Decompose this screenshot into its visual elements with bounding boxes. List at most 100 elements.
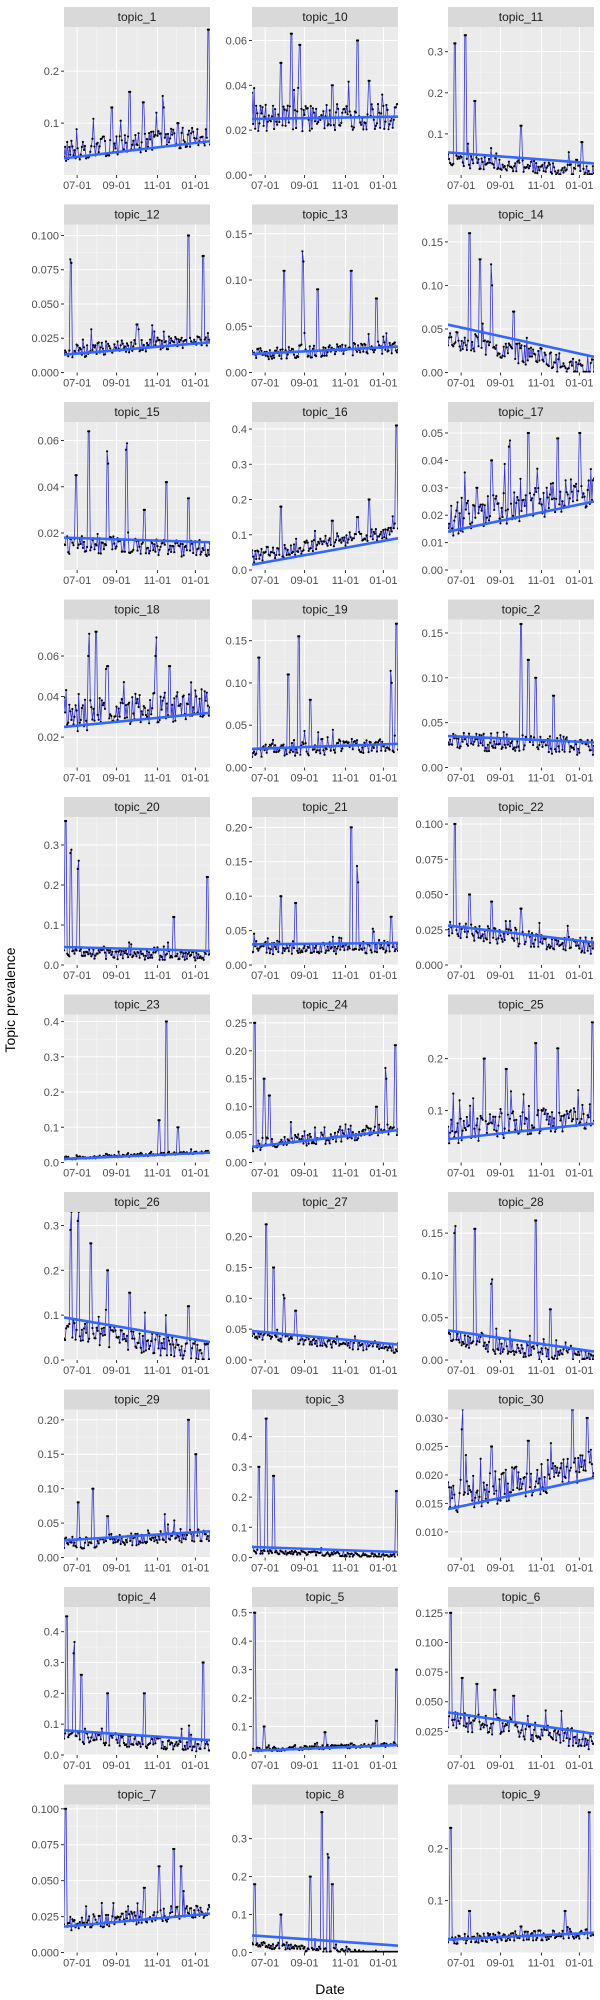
data-point [269, 948, 272, 951]
data-point [89, 952, 92, 955]
x-tick-label: 07-01 [63, 773, 91, 785]
y-tick-label: 0.00 [226, 368, 247, 380]
data-point [556, 370, 559, 373]
data-point [71, 145, 74, 148]
data-point [590, 1354, 594, 1357]
data-point [354, 947, 358, 951]
data-point [182, 554, 185, 557]
data-point [309, 698, 312, 701]
data-point [525, 1117, 528, 1120]
data-point [564, 1341, 567, 1344]
data-point [545, 166, 548, 169]
data-point [114, 715, 117, 718]
data-point [260, 945, 263, 948]
data-point [310, 951, 313, 954]
facet-title: topic_5 [306, 1590, 345, 1604]
data-point [508, 1716, 512, 1719]
data-point [122, 681, 125, 684]
data-point [137, 132, 140, 135]
data-point [493, 508, 496, 511]
facet-strip [252, 7, 398, 27]
data-point [587, 1450, 590, 1453]
data-point [341, 111, 344, 114]
data-point [469, 522, 472, 525]
facet-title: topic_8 [306, 1788, 345, 1802]
data-point [190, 1148, 193, 1151]
data-point [320, 1131, 323, 1134]
data-point [543, 161, 546, 164]
data-point [498, 158, 501, 161]
data-point [64, 349, 67, 352]
data-point [85, 1905, 88, 1908]
data-point [345, 1555, 348, 1558]
data-point [65, 1327, 68, 1330]
data-point [266, 937, 269, 940]
data-point [104, 340, 108, 343]
data-point [482, 1345, 485, 1348]
data-point [557, 1730, 560, 1733]
data-point [388, 748, 391, 751]
data-point [461, 161, 464, 164]
data-point [158, 1119, 161, 1122]
data-point [362, 128, 365, 131]
data-point [493, 740, 496, 743]
data-point [354, 533, 358, 536]
data-point [75, 709, 78, 712]
data-point [547, 364, 550, 368]
data-point [463, 738, 466, 741]
data-point [358, 748, 361, 752]
data-point [372, 118, 375, 121]
data-point [152, 1536, 155, 1539]
data-point [275, 1549, 278, 1552]
data-point [160, 955, 163, 959]
data-point [365, 739, 368, 742]
trend-line [448, 734, 594, 744]
data-point [583, 951, 586, 954]
data-point [118, 1341, 121, 1344]
data-point [392, 1553, 395, 1556]
data-point [486, 340, 489, 343]
data-point [323, 1126, 326, 1129]
data-point [162, 106, 165, 109]
data-point [452, 1338, 455, 1341]
data-point [116, 958, 119, 961]
data-point [286, 548, 289, 552]
data-point [338, 1552, 341, 1555]
data-point [93, 145, 96, 148]
data-point [557, 1474, 560, 1477]
data-point [121, 1912, 124, 1915]
data-point [547, 1734, 550, 1737]
data-point [86, 344, 89, 347]
data-point [124, 1340, 128, 1343]
x-tick-label: 11-01 [332, 773, 359, 785]
data-point [91, 1326, 94, 1330]
x-tick-label: 09-01 [486, 378, 514, 390]
data-point [515, 746, 518, 749]
data-point [382, 104, 385, 107]
data-point [503, 1127, 506, 1130]
data-point [450, 336, 453, 339]
data-point [291, 750, 295, 753]
y-tick-label: 0.1 [232, 1722, 247, 1734]
data-point [153, 1351, 156, 1355]
data-point [358, 1130, 361, 1133]
data-point [313, 1342, 317, 1345]
data-point [163, 1513, 166, 1516]
data-point [533, 159, 536, 163]
data-point [501, 354, 504, 357]
data-point [339, 345, 342, 348]
data-point [175, 1740, 178, 1744]
data-point [131, 550, 134, 553]
x-tick-label: 01-01 [181, 1168, 209, 1180]
data-point [186, 133, 189, 136]
y-tick-label: 0.030 [415, 1413, 443, 1425]
data-point [524, 363, 527, 366]
data-point [104, 1539, 108, 1543]
data-point [259, 104, 262, 107]
data-point [208, 952, 210, 955]
data-point [83, 698, 87, 701]
data-point [201, 135, 204, 138]
data-point [70, 718, 73, 722]
data-point [159, 348, 162, 351]
data-point [185, 145, 188, 148]
